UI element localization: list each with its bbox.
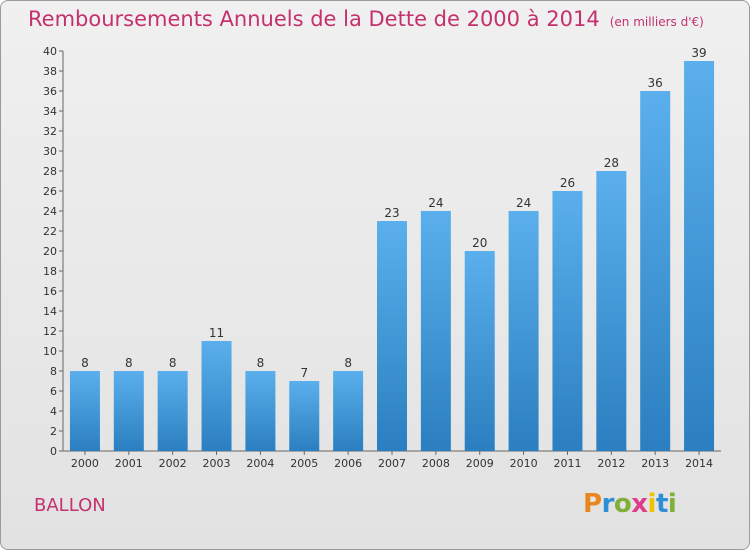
data-label: 23 [384, 206, 399, 220]
y-tick-label: 16 [43, 285, 57, 298]
y-tick-label: 2 [50, 425, 57, 438]
bar [640, 91, 671, 451]
chart-title-text: Remboursements Annuels de la Dette de 20… [28, 7, 600, 31]
y-tick-label: 26 [43, 185, 57, 198]
x-tick-label: 2014 [685, 457, 713, 470]
y-tick-label: 14 [43, 305, 57, 318]
y-tick-label: 4 [50, 405, 57, 418]
proxiti-logo: Proxiti [583, 489, 677, 519]
y-tick-label: 18 [43, 265, 57, 278]
y-tick-label: 40 [43, 45, 57, 58]
bar [289, 381, 320, 451]
data-label: 39 [691, 46, 706, 60]
data-label: 8 [169, 356, 177, 370]
commune-name: BALLON [34, 495, 106, 516]
data-label: 8 [81, 356, 89, 370]
y-tick-label: 34 [43, 105, 57, 118]
y-tick-label: 24 [43, 205, 57, 218]
data-label: 8 [344, 356, 352, 370]
y-tick-label: 8 [50, 365, 57, 378]
logo-letter: i [647, 489, 657, 519]
y-tick-label: 12 [43, 325, 57, 338]
bar [552, 191, 583, 451]
logo-letter: x [631, 489, 648, 519]
data-label: 8 [257, 356, 265, 370]
data-label: 26 [560, 176, 575, 190]
logo-letter: i [667, 489, 677, 519]
bar [464, 251, 495, 451]
bar [69, 371, 100, 451]
data-label: 8 [125, 356, 133, 370]
x-tick-label: 2010 [510, 457, 538, 470]
bar [245, 371, 276, 451]
y-tick-label: 6 [50, 385, 57, 398]
data-label: 7 [300, 366, 308, 380]
x-tick-label: 2005 [290, 457, 318, 470]
x-tick-label: 2006 [334, 457, 362, 470]
bar [684, 61, 715, 451]
x-tick-label: 2003 [203, 457, 231, 470]
data-label: 24 [428, 196, 443, 210]
x-tick-label: 2004 [246, 457, 274, 470]
x-tick-label: 2011 [553, 457, 581, 470]
data-label: 24 [516, 196, 531, 210]
bar [201, 341, 232, 451]
x-tick-label: 2007 [378, 457, 406, 470]
y-tick-label: 10 [43, 345, 57, 358]
x-tick-label: 2013 [641, 457, 669, 470]
axes: 0246810121416182022242628303234363840200… [43, 45, 721, 470]
value-labels: 8 8 8 11 8 7 8 23 24 20 24 26 28 36 39 [81, 46, 707, 380]
data-label: 28 [604, 156, 619, 170]
y-tick-label: 28 [43, 165, 57, 178]
y-tick-label: 20 [43, 245, 57, 258]
x-tick-label: 2001 [115, 457, 143, 470]
bar [113, 371, 144, 451]
data-label: 20 [472, 236, 487, 250]
data-label: 36 [648, 76, 663, 90]
bar [596, 171, 627, 451]
y-tick-label: 36 [43, 85, 57, 98]
chart-title: Remboursements Annuels de la Dette de 20… [28, 7, 704, 31]
x-tick-label: 2008 [422, 457, 450, 470]
data-label: 11 [209, 326, 224, 340]
bar [420, 211, 451, 451]
x-tick-label: 2012 [597, 457, 625, 470]
logo-letter: r [601, 489, 615, 519]
y-tick-label: 32 [43, 125, 57, 138]
bar [157, 371, 188, 451]
unit-label: (en milliers d'€) [609, 15, 704, 29]
y-tick-label: 0 [50, 445, 57, 458]
bar [377, 221, 407, 451]
x-tick-label: 2000 [71, 457, 99, 470]
bar [333, 371, 364, 451]
bar [508, 211, 539, 451]
bars [69, 61, 715, 451]
y-tick-label: 38 [43, 65, 57, 78]
logo-letter: P [583, 489, 602, 519]
y-tick-label: 22 [43, 225, 57, 238]
logo-letter: t [655, 489, 668, 519]
y-tick-label: 30 [43, 145, 57, 158]
logo-letter: o [613, 489, 632, 519]
x-tick-label: 2002 [159, 457, 187, 470]
x-tick-label: 2009 [466, 457, 494, 470]
